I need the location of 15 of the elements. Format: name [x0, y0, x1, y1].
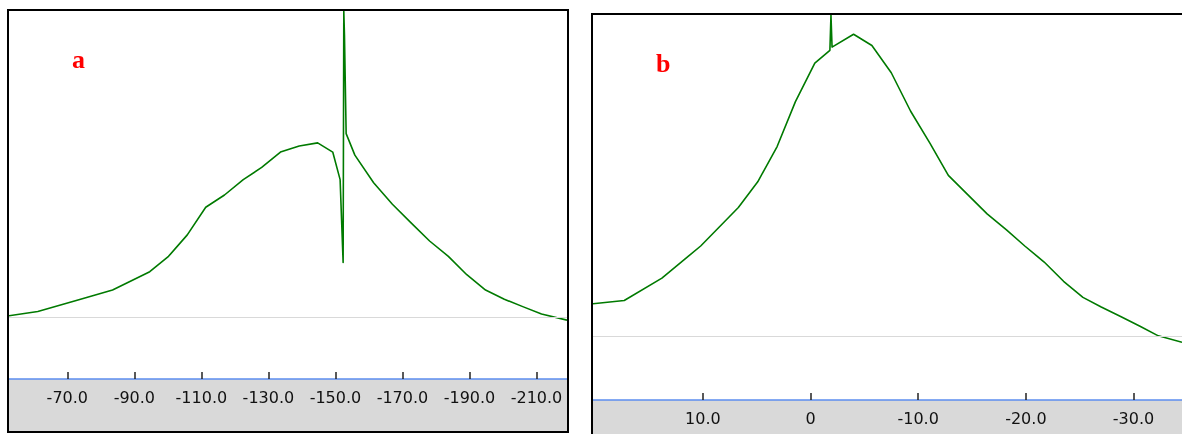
- text: b: [656, 48, 671, 78]
- x-tick-label: -210.0: [510, 387, 563, 407]
- x-tick-label: -150.0: [309, 387, 362, 407]
- x-tick-label: -190.0: [443, 387, 496, 407]
- x-tick-label: -30.0: [1112, 408, 1155, 428]
- x-tick-label: 10.0: [685, 408, 721, 428]
- text: a: [72, 44, 85, 74]
- x-tick-label: -90.0: [113, 387, 156, 407]
- x-tick-label: -110.0: [175, 387, 228, 407]
- x-tick-label: 0: [805, 408, 816, 428]
- x-tick-label: -70.0: [46, 387, 89, 407]
- x-tick-label: -130.0: [242, 387, 295, 407]
- x-tick-label: -170.0: [376, 387, 429, 407]
- x-tick-label: -20.0: [1005, 408, 1047, 428]
- x-tick-label: -10.0: [897, 408, 939, 428]
